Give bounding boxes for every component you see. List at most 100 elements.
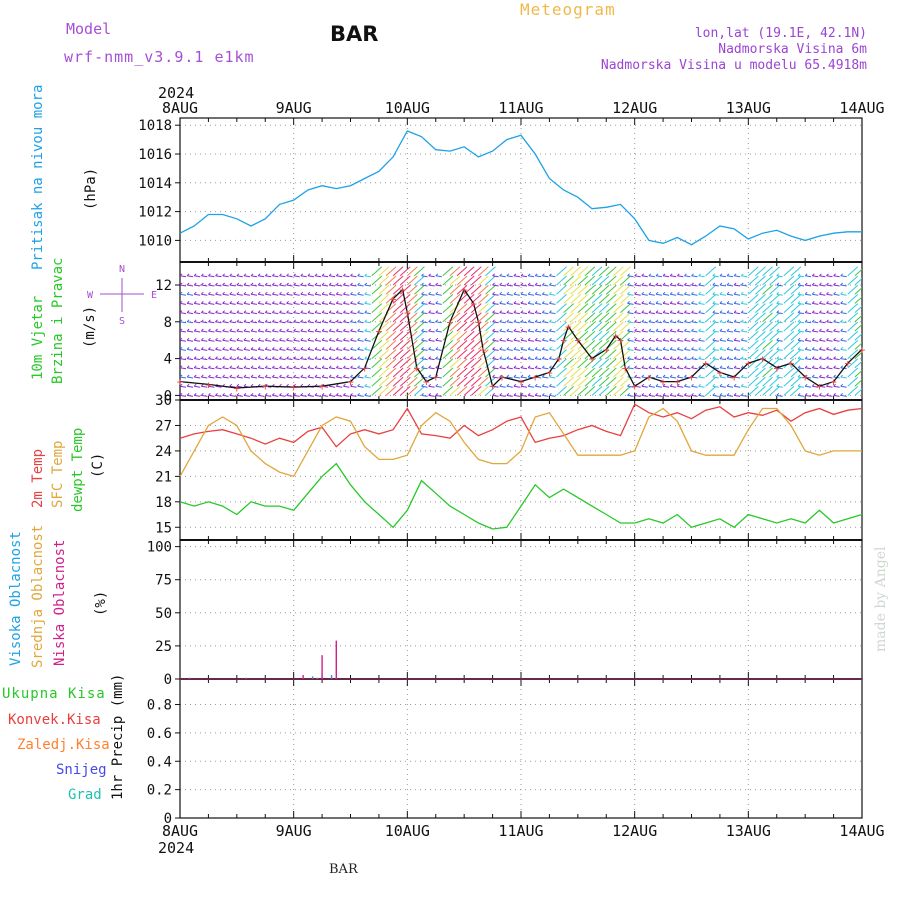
wind-vane [350,275,357,278]
wind-vane [712,291,716,295]
wind-vane [258,394,265,397]
wind-vane [605,275,617,286]
wind-vane [215,337,218,341]
y-tick-label: 21 [155,469,172,485]
wind-vane [620,294,631,304]
wind-vane [776,275,783,278]
wind-vane [662,383,666,387]
wind-vane [741,348,748,351]
wind-vane [676,319,680,323]
wind-vane [641,347,645,350]
wind-vane [734,385,741,388]
wind-vane [712,330,719,333]
wind-vane [570,349,582,359]
wind-vane [634,284,641,287]
wind-vane [343,367,350,370]
wind-vane [243,273,247,277]
wind-vane [265,275,272,278]
wind-vane [399,330,411,341]
wind-vane [641,385,648,388]
wind-vane [670,339,677,342]
wind-vane [719,394,726,397]
wind-vane [350,301,353,304]
wind-vane [343,385,350,388]
wind-vane [513,383,517,387]
wind-vane [698,291,701,295]
wind-vane [300,365,304,369]
wind-vane [307,275,314,278]
wind-vane [236,319,240,323]
wind-vane [741,275,748,278]
wind-vane [243,301,247,304]
wind-vane [520,356,524,359]
wind-vane [406,367,418,378]
wind-vane [243,319,247,323]
wind-vane [499,302,506,305]
wind-vane [314,348,322,351]
wind-vane [478,376,489,387]
wind-vane [528,394,535,397]
wind-vane [541,337,545,341]
wind-vane [655,282,659,286]
wind-vane [272,310,275,313]
wind-vane [364,312,371,315]
wind-vane [392,294,404,304]
wind-vane [364,284,371,287]
wind-vane [243,291,247,295]
wind-vane [641,339,648,342]
wind-vane [684,312,691,315]
wind-vane [428,393,431,396]
legend-total-rain: Ukupna Kisa [2,686,106,702]
wind-vane [805,367,812,370]
wind-vane [783,367,795,378]
wind-vane [208,356,211,359]
wind-vane [279,348,286,351]
wind-vane [826,376,833,379]
wind-vane [506,394,513,397]
wind-vane [357,385,364,388]
wind-vane [442,330,454,341]
wind-vane [620,367,631,378]
wind-vane [321,291,325,295]
wind-vane [726,339,734,342]
wind-vane [684,328,687,332]
wind-vane [676,365,680,369]
wind-vane [691,312,698,315]
wind-vane [399,340,411,350]
wind-vane [215,321,222,324]
wind-vane [343,347,346,350]
wind-vane [790,386,802,396]
wind-vane [357,275,364,278]
wind-speed-point: + [589,353,596,366]
wind-vane [797,291,801,295]
wind-vane [186,374,190,378]
wind-vane [719,293,726,296]
wind-vane [811,365,815,369]
wind-vane [534,273,538,277]
wind-vane [733,291,737,295]
wind-vane [321,301,325,304]
wind-vane [378,321,390,332]
wind-vane [229,293,236,296]
wind-vane [286,365,289,369]
wind-vane [670,312,677,315]
wind-vane [719,328,723,332]
wind-vane [513,356,517,359]
wind-vane [193,383,197,387]
wind-vane [520,367,528,370]
wind-vane [570,367,582,378]
wind-vane [279,282,282,286]
wind-vane [499,282,503,286]
wind-vane [293,284,300,287]
wind-vane [392,340,404,350]
x-tick-label-top: 11AUG [498,99,543,117]
wind-vane [428,301,431,304]
wind-vane [733,273,737,277]
wind-vane [506,328,510,332]
wind-vane [329,321,336,324]
wind-vane [854,314,862,323]
wind-vane [520,393,524,396]
wind-vane [804,393,808,396]
wind-vane [194,321,201,324]
wind-vane [343,394,350,397]
